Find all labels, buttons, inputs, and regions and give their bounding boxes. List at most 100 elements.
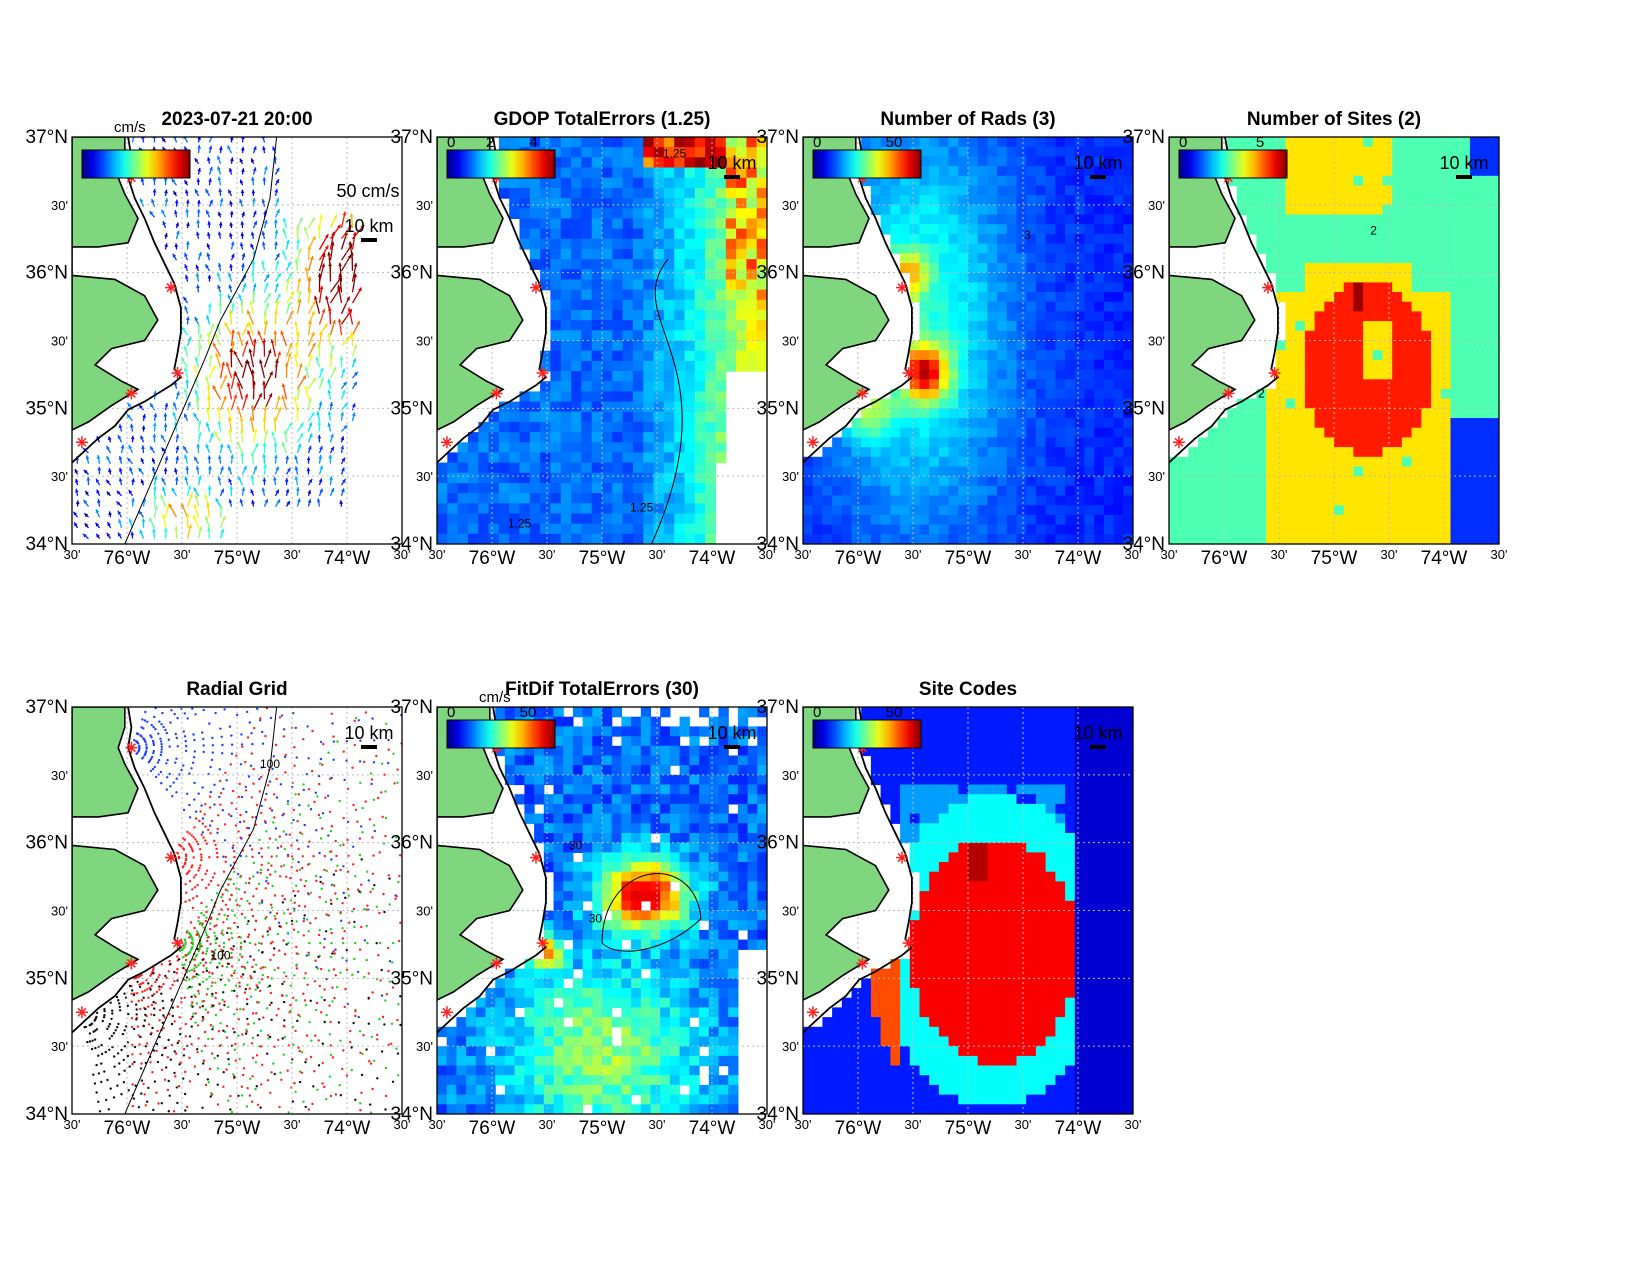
lat-tick-label: 30' (1148, 198, 1165, 213)
lon-tick-label: 30' (539, 1117, 556, 1132)
lon-tick-label: 30' (284, 1117, 301, 1132)
lon-tick-label: 30' (649, 1117, 666, 1132)
lat-tick-label: 30' (51, 198, 68, 213)
lon-tick-label: 30' (1125, 1117, 1142, 1132)
lat-tick-label: 34°N (1123, 534, 1165, 555)
distance-scale-bar (724, 175, 740, 179)
lon-tick-label: 76°W (1201, 548, 1248, 569)
lat-tick-label: 30' (782, 1039, 799, 1054)
lon-tick-label: 30' (64, 1117, 81, 1132)
lat-tick-label: 30' (51, 904, 68, 919)
lat-tick-label: 30' (416, 469, 433, 484)
lat-tick-label: 36°N (757, 833, 799, 854)
lat-tick-label: 35°N (26, 398, 68, 419)
lon-tick-label: 30' (539, 547, 556, 562)
lon-tick-label: 30' (174, 547, 191, 562)
contour-label: 30 (589, 912, 603, 926)
lon-tick-label: 30' (284, 547, 301, 562)
lon-tick-label: 75°W (1311, 548, 1358, 569)
lat-tick-label: 37°N (391, 127, 433, 148)
lat-tick-label: 30' (782, 198, 799, 213)
contour-label: 100 (260, 757, 280, 771)
colorbar-unit-label: cm/s (114, 119, 146, 136)
distance-scale-bar (1456, 175, 1472, 179)
lon-tick-label: 30' (905, 1117, 922, 1132)
lon-tick-label: 30' (429, 547, 446, 562)
colorbar (813, 720, 921, 748)
lon-tick-label: 76°W (835, 1118, 882, 1139)
lat-tick-label: 37°N (26, 127, 68, 148)
lat-tick-label: 30' (416, 1039, 433, 1054)
lon-tick-label: 30' (1491, 547, 1508, 562)
lon-tick-label: 74°W (1421, 548, 1468, 569)
colorbar (82, 150, 190, 178)
colorbar-tick-label: 0 (813, 704, 821, 721)
lon-tick-label: 30' (795, 1117, 812, 1132)
lon-tick-label: 30' (1015, 1117, 1032, 1132)
lat-tick-label: 30' (782, 469, 799, 484)
lat-tick-label: 34°N (391, 1104, 433, 1125)
panel-title: Radial Grid (186, 679, 287, 700)
velocity-scale-label: 50 cm/s (336, 181, 399, 201)
lon-tick-label: 74°W (1055, 548, 1102, 569)
lat-tick-label: 30' (782, 334, 799, 349)
lon-tick-label: 75°W (579, 1118, 626, 1139)
colorbar (813, 150, 921, 178)
contour-label: 2 (1258, 386, 1265, 400)
lat-tick-label: 30' (51, 1039, 68, 1054)
distance-scale-label: 10 km (344, 216, 393, 236)
lon-tick-label: 74°W (1055, 1118, 1102, 1139)
lat-tick-label: 37°N (757, 697, 799, 718)
lat-tick-label: 30' (416, 904, 433, 919)
lon-tick-label: 30' (1271, 547, 1288, 562)
lat-tick-label: 30' (1148, 469, 1165, 484)
contour-label: 1.25 (508, 517, 532, 531)
distance-scale-label: 10 km (1073, 153, 1122, 173)
lat-tick-label: 35°N (26, 968, 68, 989)
contour-label: 1.25 (663, 146, 687, 160)
distance-scale-bar (1090, 175, 1106, 179)
panel-title: Number of Sites (2) (1247, 109, 1421, 130)
lat-tick-label: 30' (51, 334, 68, 349)
lon-tick-label: 30' (429, 1117, 446, 1132)
panel-title: GDOP TotalErrors (1.25) (494, 109, 711, 130)
lat-tick-label: 30' (782, 768, 799, 783)
distance-scale-bar (361, 745, 377, 749)
panel-title: Number of Rads (3) (880, 109, 1055, 130)
panel-title: Site Codes (919, 679, 1017, 700)
colorbar (447, 720, 555, 748)
colorbar-tick-label: 50 (886, 704, 903, 721)
lon-tick-label: 30' (64, 547, 81, 562)
lon-tick-label: 76°W (104, 1118, 151, 1139)
lat-tick-label: 36°N (391, 833, 433, 854)
colorbar (447, 150, 555, 178)
lat-tick-label: 34°N (26, 1104, 68, 1125)
lon-tick-label: 76°W (835, 548, 882, 569)
lon-tick-label: 75°W (214, 548, 261, 569)
lat-tick-label: 37°N (1123, 127, 1165, 148)
distance-scale-label: 10 km (1439, 153, 1488, 173)
lat-tick-label: 37°N (26, 697, 68, 718)
contour-label: 100 (210, 948, 230, 962)
lon-tick-label: 74°W (689, 1118, 736, 1139)
lat-tick-label: 30' (416, 198, 433, 213)
panel-title: FitDif TotalErrors (30) (505, 679, 699, 700)
distance-scale-label: 10 km (707, 153, 756, 173)
lon-tick-label: 75°W (945, 1118, 992, 1139)
lon-tick-label: 30' (905, 547, 922, 562)
contour-label: 3 (1024, 228, 1031, 242)
distance-scale-bar (724, 745, 740, 749)
lat-tick-label: 36°N (26, 833, 68, 854)
lon-tick-label: 75°W (214, 1118, 261, 1139)
colorbar (1179, 150, 1287, 178)
colorbar-tick-label: 4 (529, 134, 537, 151)
lat-tick-label: 30' (51, 768, 68, 783)
lat-tick-label: 34°N (757, 534, 799, 555)
lat-tick-label: 30' (51, 469, 68, 484)
lon-tick-label: 74°W (689, 548, 736, 569)
colorbar-tick-label: 2 (486, 134, 494, 151)
